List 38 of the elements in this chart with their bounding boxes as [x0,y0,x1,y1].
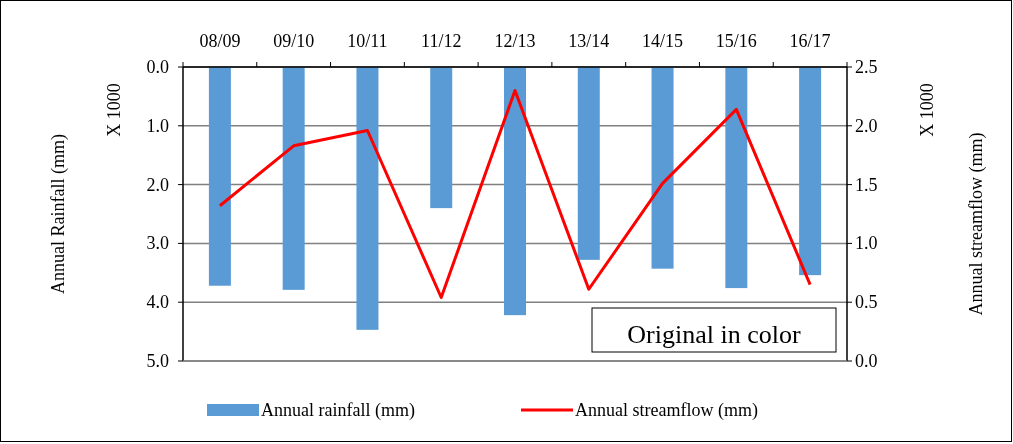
y2-tick-label: 1.0 [855,233,878,254]
y-tick-label: 0.0 [146,57,169,77]
y-axis-title: Annual Rainfall (mm) [48,134,69,294]
y2-tick-label: 0.5 [855,292,878,313]
y2-tick-label: 1.5 [855,174,878,195]
annotation: Original in color [627,320,801,349]
x-tick-label: 08/09 [199,31,241,51]
legend-label: Annual rainfall (mm) [261,400,415,421]
x-tick-label: 10/11 [347,31,388,51]
text: X 1000 [104,83,124,137]
y-tick-label: 5.0 [146,351,169,371]
x-tick-label: 13/14 [568,31,610,51]
bar [282,67,305,290]
y2-axis-title: Annual streamflow (mm) [966,132,987,316]
y-tick-label: 1.0 [146,115,169,136]
y2-tick-label: 0.0 [855,351,878,371]
bar [356,67,379,330]
x-tick-label: 09/10 [273,31,315,51]
y-tick-label: 4.0 [146,292,169,313]
x-tick-label: 16/17 [789,31,831,51]
bar [725,67,748,289]
bar [651,67,674,269]
bar [799,67,822,276]
x-tick-label: 15/16 [715,31,757,51]
bar [430,67,453,209]
bar [504,67,526,316]
x-tick-label: 11/12 [421,31,462,51]
line-series [218,89,812,299]
x-tick-label: 12/13 [494,31,536,51]
text: X 1000 [917,83,937,137]
legend-label: Annual streamflow (mm) [575,400,758,421]
y-tick-label: 3.0 [146,233,169,254]
bar [577,67,600,260]
y2-tick-label: 2.0 [855,115,878,136]
bar [208,67,231,286]
y-tick-label: 2.0 [146,174,169,195]
y2-tick-label: 2.5 [855,57,878,77]
x-tick-label: 14/15 [642,31,684,51]
